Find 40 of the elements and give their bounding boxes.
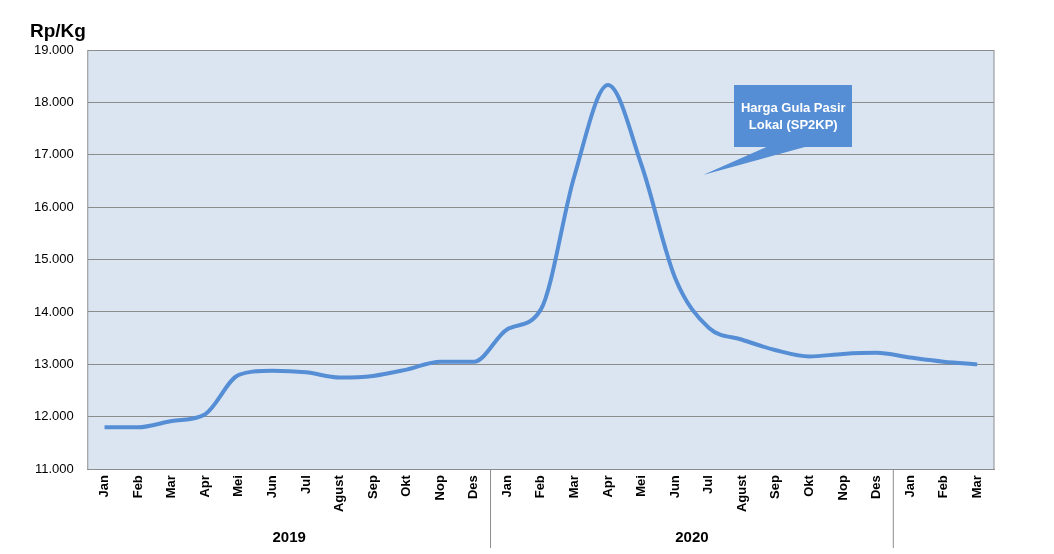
- x-tick-label: Mar: [566, 475, 582, 499]
- x-tick-label: Nop: [834, 475, 850, 501]
- x-tick-label: Jan: [498, 475, 514, 498]
- y-tick-label: 11.000: [34, 460, 74, 476]
- x-tick-label: Mei: [633, 475, 649, 497]
- y-tick-label: 14.000: [34, 303, 74, 319]
- y-tick-label: 13.000: [34, 355, 74, 371]
- x-tick-label: Jan: [901, 475, 917, 498]
- x-tick-label: Sep: [364, 475, 380, 500]
- y-tick-label: 16.000: [34, 198, 74, 214]
- y-tick-label: 18.000: [34, 93, 74, 109]
- x-tick-label: Feb: [935, 475, 951, 499]
- x-tick-label: Mei: [230, 475, 246, 497]
- text: 2019: [272, 528, 306, 546]
- x-tick-label: Jun: [666, 475, 682, 499]
- x-tick-label: Des: [465, 475, 481, 500]
- x-tick-label: Jul: [297, 475, 313, 494]
- y-tick-label: 19.000: [34, 41, 74, 57]
- x-tick-label: Des: [868, 475, 884, 500]
- y-axis-title: Rp/Kg: [30, 20, 86, 42]
- x-tick-label: Sep: [767, 475, 783, 500]
- x-tick-label: Jan: [96, 475, 112, 498]
- x-tick-label: Jul: [700, 475, 716, 494]
- x-tick-label: Mar: [163, 475, 179, 499]
- y-tick-label: 15.000: [34, 251, 74, 267]
- x-tick-label: Mar: [968, 475, 984, 499]
- x-tick-label: Okt: [800, 474, 816, 497]
- y-tick-label: 17.000: [34, 146, 74, 162]
- x-tick-label: Apr: [196, 475, 212, 498]
- x-tick-label: Okt: [398, 474, 414, 497]
- x-tick-label: Apr: [599, 475, 615, 498]
- y-tick-label: 12.000: [34, 408, 74, 424]
- line-series: [102, 83, 980, 430]
- x-tick-label: Feb: [129, 475, 145, 499]
- x-tick-label: Jun: [263, 475, 279, 499]
- x-tick-label: Agust: [331, 474, 347, 513]
- x-tick-label: Feb: [532, 475, 548, 499]
- x-tick-label: Nop: [431, 475, 447, 501]
- x-tick-label: Agust: [733, 474, 749, 513]
- text: 2020: [675, 528, 709, 546]
